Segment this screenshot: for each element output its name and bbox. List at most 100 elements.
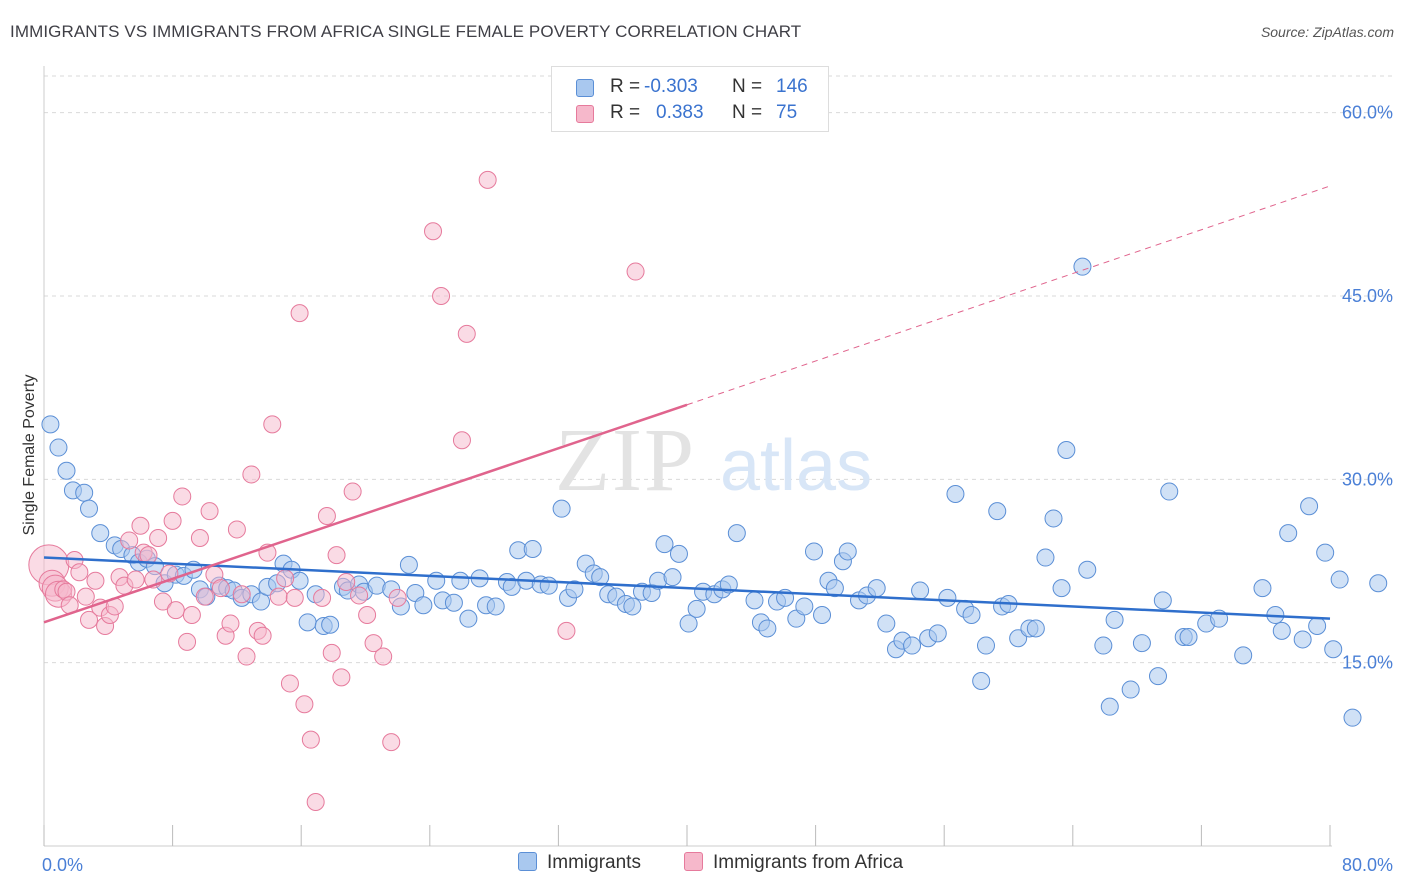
point-immigrants	[758, 619, 777, 638]
point-africa	[557, 621, 576, 640]
chart-source: Source: ZipAtlas.com	[1260, 24, 1394, 40]
point-africa	[457, 324, 476, 343]
watermark: ZIP atlas	[555, 411, 872, 510]
point-immigrants	[745, 591, 764, 610]
tick-labels: 15.0% 30.0% 45.0% 60.0% 0.0% 80.0%	[42, 103, 1393, 875]
point-africa	[253, 626, 272, 645]
point-africa	[306, 793, 325, 811]
point-immigrants	[1094, 636, 1113, 655]
point-africa	[290, 304, 309, 323]
point-africa	[276, 569, 295, 588]
point-africa	[153, 592, 172, 611]
bottom-legend-label: Immigrants from Africa	[713, 852, 904, 873]
point-africa	[200, 502, 219, 521]
point-africa	[166, 601, 185, 620]
point-africa	[313, 588, 332, 607]
point-immigrants	[1073, 257, 1092, 276]
point-immigrants	[451, 571, 470, 590]
point-africa	[263, 415, 282, 434]
point-africa	[182, 606, 201, 624]
point-immigrants	[1121, 680, 1140, 699]
point-immigrants	[444, 593, 463, 612]
point-africa	[163, 511, 182, 530]
point-africa	[280, 674, 299, 693]
point-immigrants	[838, 542, 857, 561]
point-africa	[86, 571, 105, 590]
point-africa	[149, 529, 168, 547]
point-immigrants	[399, 555, 418, 574]
point-immigrants	[1179, 628, 1198, 646]
point-immigrants	[75, 483, 94, 502]
point-africa	[452, 431, 471, 450]
point-africa	[242, 465, 261, 484]
point-africa	[227, 520, 246, 539]
point-immigrants	[687, 599, 706, 618]
point-immigrants	[539, 576, 558, 595]
legend-n-label: N =	[732, 76, 763, 97]
bottom-legend-label: Immigrants	[547, 852, 641, 873]
point-africa	[269, 587, 288, 606]
point-immigrants	[1293, 630, 1312, 649]
grid-lines	[44, 75, 1392, 664]
point-immigrants	[414, 596, 433, 615]
point-immigrants	[1253, 579, 1272, 598]
point-immigrants	[928, 624, 947, 643]
point-immigrants	[938, 588, 957, 607]
point-immigrants	[41, 415, 60, 434]
point-immigrants	[1308, 617, 1327, 635]
point-africa	[301, 730, 320, 749]
legend-n-value: 146	[776, 76, 808, 97]
point-immigrants	[663, 568, 682, 587]
point-immigrants	[976, 636, 995, 655]
point-africa	[120, 531, 139, 550]
point-immigrants	[523, 540, 542, 558]
legend-n-label: N =	[732, 102, 763, 123]
point-immigrants	[1343, 708, 1362, 727]
y-tick-label: 15.0%	[1342, 653, 1393, 673]
legend-r-value: 0.383	[656, 102, 704, 123]
legend-r-label: R =	[610, 76, 641, 97]
point-africa	[350, 586, 369, 605]
chart-title: IMMIGRANTS VS IMMIGRANTS FROM AFRICA SIN…	[10, 22, 802, 41]
point-africa	[178, 632, 197, 651]
point-africa	[337, 573, 356, 591]
point-immigrants	[1057, 441, 1076, 459]
point-immigrants	[946, 485, 965, 503]
point-africa	[478, 170, 497, 189]
bottom-legend-africa: Immigrants from Africa	[684, 852, 903, 878]
point-africa	[211, 579, 230, 598]
point-immigrants	[669, 544, 688, 563]
point-immigrants	[877, 614, 896, 633]
correlation-legend: R = -0.303 N = 146 R = 0.383 N = 75	[551, 66, 829, 132]
point-immigrants	[1300, 497, 1319, 516]
series-africa-points	[28, 170, 645, 811]
trend-lines	[43, 185, 1331, 624]
point-immigrants	[1153, 591, 1172, 610]
y-tick-label: 30.0%	[1342, 469, 1393, 489]
point-immigrants	[1279, 524, 1298, 543]
legend-r-label: R =	[610, 102, 641, 123]
point-africa	[364, 634, 383, 653]
series-immigrants-points	[41, 257, 1388, 727]
point-immigrants	[1100, 697, 1119, 716]
point-africa	[80, 610, 99, 629]
point-immigrants	[813, 606, 832, 624]
point-africa	[237, 647, 256, 666]
point-africa	[295, 695, 314, 714]
watermark-zip: ZIP	[555, 411, 696, 510]
y-tick-label: 60.0%	[1342, 103, 1393, 123]
point-immigrants	[1316, 543, 1335, 562]
point-immigrants	[1044, 509, 1063, 528]
x-tick-label: 80.0%	[1342, 855, 1393, 875]
point-immigrants	[321, 615, 340, 634]
point-africa	[424, 222, 443, 241]
x-tick-label: 0.0%	[42, 855, 83, 875]
point-africa	[131, 516, 150, 535]
point-africa	[126, 570, 145, 589]
point-africa	[285, 588, 304, 607]
point-immigrants	[1330, 570, 1349, 589]
point-immigrants	[1026, 619, 1045, 638]
bottom-legend-swatch-blue	[518, 852, 537, 871]
point-africa	[173, 487, 192, 506]
